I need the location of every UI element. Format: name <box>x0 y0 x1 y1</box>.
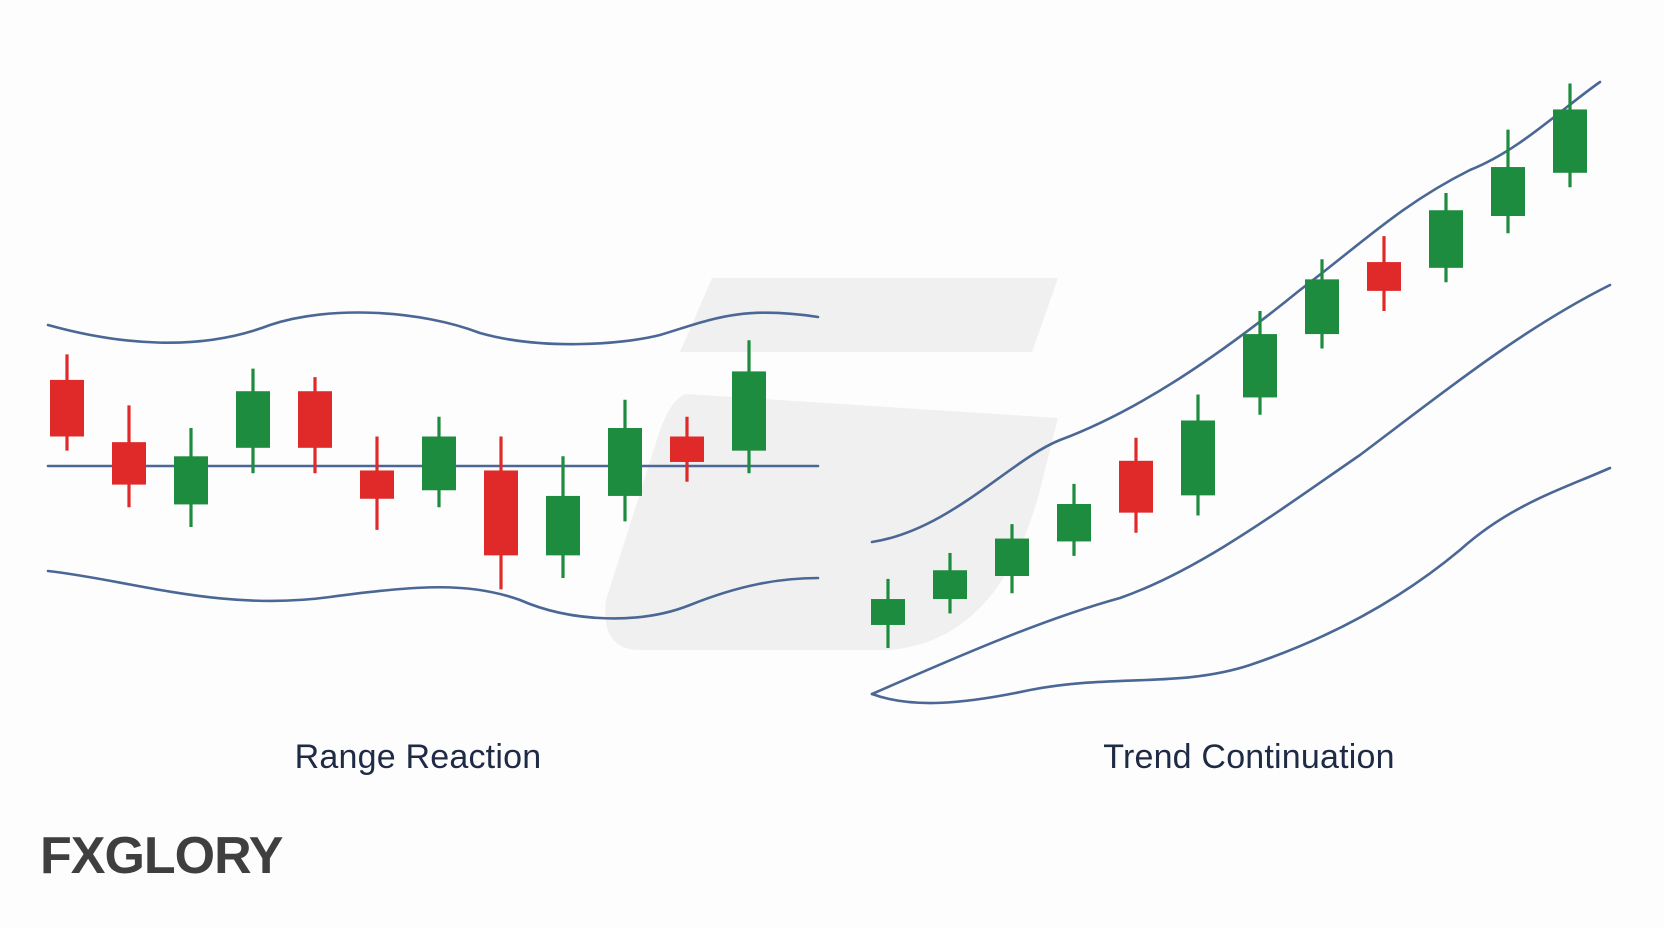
lower-band-line <box>46 569 820 620</box>
bullish-candle <box>1305 279 1339 335</box>
middle-trend-band <box>870 283 1612 696</box>
bearish-candle <box>1367 262 1401 291</box>
bullish-candle <box>1181 420 1215 496</box>
trend-continuation-chart <box>870 80 1612 705</box>
bearish-candle <box>50 379 84 437</box>
bullish-candle <box>732 371 766 451</box>
bullish-candle <box>1243 334 1277 398</box>
bullish-candle <box>1491 167 1525 216</box>
bullish-candle <box>174 456 208 505</box>
logo-suffix: GLORY <box>104 827 283 885</box>
bearish-candle <box>1119 460 1153 513</box>
fxglory-logo: FXGLORY <box>40 827 283 885</box>
bullish-candle <box>1553 109 1587 173</box>
bearish-candle <box>112 442 146 485</box>
logo-prefix: FX <box>40 827 105 885</box>
bearish-candle <box>484 470 518 556</box>
range-reaction-chart <box>46 311 820 620</box>
bullish-candle <box>1429 210 1463 268</box>
upper-band-line <box>46 311 820 346</box>
range-reaction-title: Range Reaction <box>294 738 542 776</box>
bullish-candle <box>995 538 1029 576</box>
bullish-candle <box>1057 504 1091 542</box>
trend-continuation-title: Trend Continuation <box>1103 738 1395 776</box>
bullish-candle <box>933 570 967 600</box>
bullish-candle <box>608 428 642 496</box>
bullish-candle <box>871 599 905 625</box>
lower-trend-band <box>870 466 1612 705</box>
upper-trend-band <box>870 80 1602 544</box>
bearish-candle <box>298 391 332 448</box>
bearish-candle <box>670 436 704 462</box>
bullish-candle <box>422 436 456 491</box>
bullish-candle <box>546 495 580 556</box>
bullish-candle <box>236 391 270 448</box>
bearish-candle <box>360 470 394 499</box>
watermark-logo <box>605 278 1058 650</box>
